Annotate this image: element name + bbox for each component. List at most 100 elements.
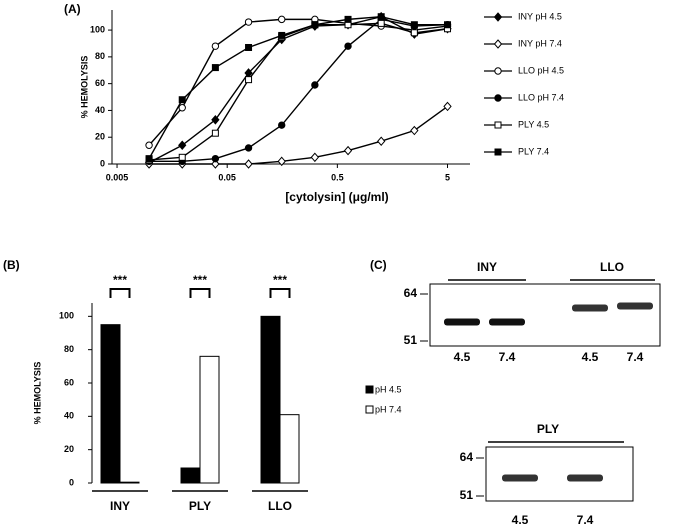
protein-band <box>572 304 608 312</box>
x-tick-label: 0.005 <box>106 172 129 182</box>
bar <box>119 481 140 484</box>
marker <box>245 76 253 84</box>
marker <box>311 21 319 29</box>
marker <box>377 19 385 27</box>
group-label: INY <box>477 260 497 274</box>
legend-marker <box>494 148 502 156</box>
significance-label: *** <box>273 273 287 287</box>
bar <box>180 467 201 484</box>
marker <box>145 155 153 163</box>
protein-band <box>444 318 480 326</box>
marker <box>178 104 186 112</box>
y-tick-label: 100 <box>90 24 105 34</box>
protein-band <box>617 302 653 310</box>
x-tick-label: LLO <box>268 499 292 513</box>
legend-marker <box>494 94 502 102</box>
bar <box>199 355 220 484</box>
legend-marker <box>493 39 503 49</box>
marker <box>310 152 320 163</box>
y-tick-label: 40 <box>95 105 105 115</box>
blot-frame <box>429 283 661 347</box>
marker <box>211 115 220 125</box>
significance-bracket <box>269 288 291 298</box>
x-tick-label: INY <box>110 499 130 513</box>
y-tick-label: 100 <box>59 311 74 321</box>
marker <box>278 15 286 24</box>
marker <box>410 29 418 37</box>
marker <box>344 15 352 23</box>
legend-label: LLO pH 7.4 <box>518 92 564 102</box>
significance-bracket <box>109 288 131 298</box>
marker <box>244 18 253 26</box>
lane-label: 4.5 <box>454 350 471 364</box>
y-tick-label: 20 <box>64 444 74 454</box>
protein-band <box>502 474 538 482</box>
protein-band <box>567 474 603 482</box>
y-tick-label: 0 <box>69 477 74 487</box>
mw-marker-label: 51 <box>404 333 418 347</box>
marker <box>211 154 220 163</box>
marker <box>278 31 286 39</box>
bar <box>100 324 121 484</box>
legend-label: pH 7.4 <box>375 404 402 414</box>
series-line <box>148 15 448 159</box>
protein-band <box>489 318 525 326</box>
series-line <box>149 18 448 163</box>
marker <box>344 42 352 50</box>
y-tick-label: 40 <box>64 411 74 421</box>
marker <box>244 159 253 169</box>
mw-marker-label: 64 <box>404 286 418 300</box>
marker <box>245 43 253 51</box>
y-axis-title: % HEMOLYSIS <box>79 56 89 119</box>
x-axis-title: [cytolysin] (μg/ml) <box>285 190 388 204</box>
marker <box>444 21 452 29</box>
marker <box>443 101 452 112</box>
marker <box>145 141 153 149</box>
significance-label: *** <box>193 273 207 287</box>
marker <box>410 21 418 29</box>
marker <box>277 156 286 167</box>
x-tick-label: 0.5 <box>331 172 344 182</box>
marker <box>377 13 385 21</box>
y-tick-label: 80 <box>64 344 74 354</box>
legend-marker <box>493 12 503 22</box>
y-tick-label: 60 <box>95 78 105 88</box>
y-tick-label: 60 <box>64 377 74 387</box>
blot-frame <box>485 446 634 502</box>
lane-label: 7.4 <box>577 513 594 527</box>
x-tick-label: 0.05 <box>218 172 236 182</box>
marker <box>178 153 186 161</box>
marker <box>311 81 319 89</box>
legend-label: PLY 7.4 <box>518 146 549 156</box>
series-line <box>148 15 448 164</box>
legend-swatch <box>365 405 374 414</box>
marker <box>211 64 219 72</box>
significance-label: *** <box>113 273 127 287</box>
marker <box>278 121 286 129</box>
legend-label: INY pH 7.4 <box>518 38 562 48</box>
lane-label: 4.5 <box>582 350 599 364</box>
y-tick-label: 20 <box>95 132 105 142</box>
group-label: LLO <box>600 260 624 274</box>
marker <box>377 136 386 146</box>
lane-label: 7.4 <box>499 350 516 364</box>
mw-marker-label: 51 <box>460 488 474 502</box>
y-axis-title: % HEMOLYSIS <box>32 362 42 425</box>
lane-label: 4.5 <box>512 513 529 527</box>
legend-label: INY pH 4.5 <box>518 11 562 21</box>
marker <box>211 129 219 137</box>
panel-label: (B) <box>3 258 20 272</box>
y-tick-label: 80 <box>95 51 105 61</box>
legend-label: PLY 4.5 <box>518 119 549 129</box>
series-line <box>149 105 448 165</box>
mw-marker-label: 64 <box>460 450 474 464</box>
marker <box>178 96 186 104</box>
marker <box>178 140 187 151</box>
group-label: PLY <box>537 422 559 436</box>
bar <box>279 414 300 484</box>
series-line <box>148 18 448 146</box>
marker <box>410 125 419 136</box>
series-line <box>149 22 448 161</box>
legend-marker <box>494 121 502 129</box>
x-tick-label: 5 <box>445 172 450 182</box>
